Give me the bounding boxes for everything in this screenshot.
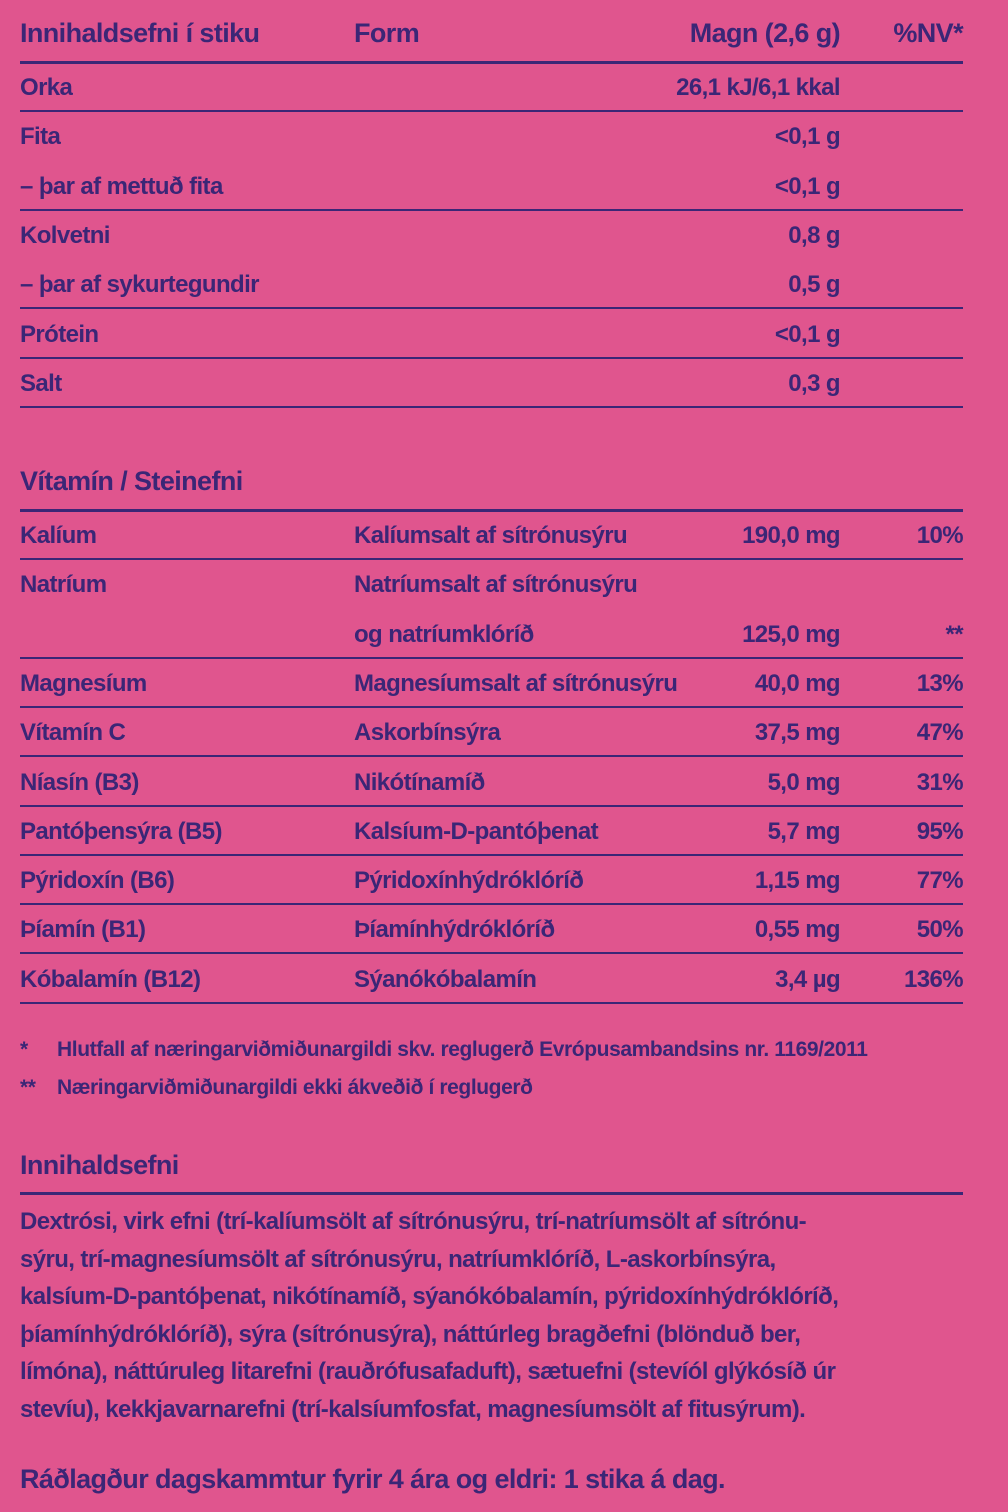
column-header: Innihaldsefni í stiku	[20, 18, 260, 48]
footnote-mark: **	[20, 1076, 36, 1099]
ingredients-line: stevíu), kekkjavarnarefni (trí-kalsíumfo…	[20, 1396, 806, 1423]
ingredients-line: þíamínhýdróklóríð), sýra (sítrónusýra), …	[20, 1320, 801, 1348]
vitamin-form: Sýanókóbalamín	[354, 965, 537, 993]
vitamin-name: Kóbalamín (B12)	[20, 965, 201, 993]
nutrient-name: – þar af mettuð fita	[20, 172, 223, 200]
vitamin-nv: 136%	[904, 965, 964, 993]
vitamin-nv: 95%	[916, 817, 964, 845]
ingredients-line: sýru, trí-magnesíumsölt af sítrónusýru, …	[20, 1245, 776, 1273]
nutrient-amount: 0,8 g	[788, 221, 840, 249]
divider	[20, 705, 963, 708]
vitamin-amount: 40,0 mg	[754, 669, 841, 697]
nutrient-name: Prótein	[20, 320, 99, 348]
vitamin-name: Magnesíum	[20, 669, 147, 697]
vitamin-form: Magnesíumsalt af sítrónusýru	[354, 669, 678, 697]
vitamin-name: Pýridoxín (B6)	[20, 867, 175, 895]
nutrient-name: Fita	[20, 123, 61, 151]
nutrient-amount: 0,3 g	[788, 369, 840, 397]
nutrient-amount: <0,1 g	[774, 123, 841, 151]
divider	[20, 558, 963, 560]
divider	[20, 804, 963, 807]
vitamin-form: Natríumsalt af sítrónusýru	[354, 571, 638, 599]
vitamin-amount: 3,4 µg	[775, 965, 841, 993]
divider	[20, 1192, 963, 1195]
column-header: Magn (2,6 g)	[689, 18, 841, 48]
vitamin-amount: 5,0 mg	[767, 768, 841, 796]
vitamin-nv: 31%	[916, 768, 964, 796]
divider	[20, 61, 963, 64]
vitamin-nv: 47%	[916, 719, 964, 747]
vitamin-name: Kalíum	[20, 522, 97, 549]
divider	[20, 405, 963, 408]
divider	[20, 208, 963, 211]
vitamin-nv: 10%	[916, 522, 964, 549]
nutrient-name: Salt	[20, 369, 62, 397]
vitamin-form: og natríumklóríð	[354, 620, 534, 648]
vitamin-nv: 13%	[916, 669, 964, 697]
divider	[20, 356, 963, 359]
nutrient-amount: 0,5 g	[788, 271, 840, 299]
footnote-text: Næringarviðmiðunargildi ekki ákveðið í r…	[57, 1076, 533, 1099]
vitamin-name: Þíamín (B1)	[20, 916, 146, 944]
column-header: %NV*	[893, 18, 963, 48]
vitamin-form: Þíamínhýdróklóríð	[354, 916, 555, 944]
recommendation: Ráðlagður dagskammtur fyrir 4 ára og eld…	[20, 1464, 726, 1494]
vitamin-name: Níasín (B3)	[20, 768, 139, 796]
divider	[20, 656, 963, 659]
vitamin-amount: 37,5 mg	[754, 719, 841, 747]
vitamin-form: Pýridoxínhýdróklóríð	[354, 867, 584, 895]
vitamin-form: Kalsíum-D-pantóþenat	[354, 817, 599, 845]
vitamin-amount: 5,7 mg	[767, 817, 841, 845]
column-header: Form	[354, 18, 420, 48]
ingredients-line: Dextrósi, virk efni (trí-kalíumsölt af s…	[20, 1208, 807, 1235]
vitamin-name: Natríum	[20, 571, 107, 599]
divider	[20, 952, 963, 955]
nutrient-amount: 26,1 kJ/6,1 kkal	[676, 74, 840, 101]
divider	[20, 903, 963, 906]
divider	[20, 509, 963, 512]
vitamin-amount: 190,0 mg	[742, 522, 841, 549]
vitamin-name: Pantóþensýra (B5)	[20, 817, 222, 845]
divider	[20, 307, 963, 310]
vitamin-name: Vítamín C	[20, 719, 126, 747]
vitamin-amount: 0,55 mg	[754, 916, 841, 944]
ingredients-line: límóna), náttúruleg litarefni (rauðrófus…	[20, 1358, 836, 1386]
vitamin-amount: 125,0 mg	[742, 620, 841, 648]
divider	[20, 110, 963, 112]
divider	[20, 755, 963, 758]
vitamin-form: Askorbínsýra	[354, 719, 501, 747]
divider	[20, 1001, 963, 1004]
vitamin-nv: **	[945, 620, 964, 648]
footnote-mark: *	[20, 1038, 28, 1061]
section-title: Innihaldsefni	[20, 1150, 179, 1180]
nutrient-amount: <0,1 g	[774, 172, 841, 200]
nutrient-name: Kolvetni	[20, 221, 110, 249]
nutrient-amount: <0,1 g	[774, 320, 841, 348]
footnote-text: Hlutfall af næringarviðmiðunargildi skv.…	[57, 1038, 868, 1061]
vitamin-form: Nikótínamíð	[354, 768, 485, 796]
nutrient-name: Orka	[20, 74, 73, 101]
divider	[20, 853, 963, 856]
nutrient-name: – þar af sykurtegundir	[20, 271, 259, 299]
section-title: Vítamín / Steinefni	[20, 466, 243, 496]
vitamin-nv: 77%	[916, 867, 964, 895]
ingredients-line: kalsíum-D-pantóþenat, nikótínamíð, sýanó…	[20, 1283, 839, 1311]
vitamin-form: Kalíumsalt af sítrónusýru	[354, 522, 628, 549]
vitamin-amount: 1,15 mg	[754, 867, 841, 895]
vitamin-nv: 50%	[916, 916, 964, 944]
